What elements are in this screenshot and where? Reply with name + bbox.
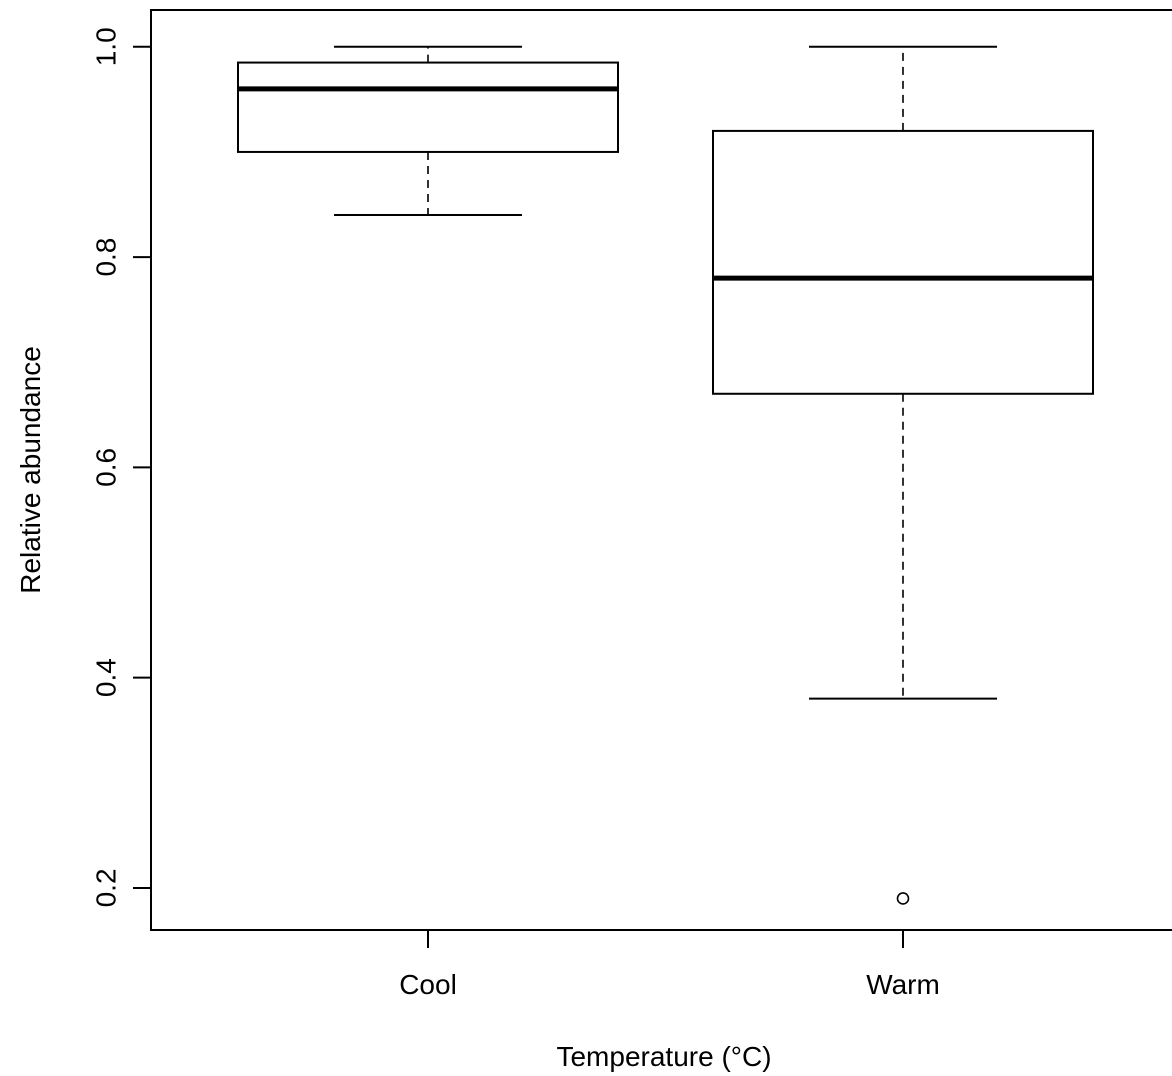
iqr-box [237,61,619,153]
boxes-layer [237,45,1094,905]
outlier-point [896,892,910,905]
y-tick-label: 0.4 [90,658,121,697]
box-warm [712,45,1094,905]
y-tick-label: 0.2 [90,868,121,907]
box-cool [237,45,619,217]
x-tick-label-cool: Cool [399,969,457,1000]
y-axis: 0.2 0.4 0.6 0.8 1.0 [90,27,152,907]
y-axis-title: Relative abundance [15,346,46,594]
y-tick-label: 1.0 [90,27,121,66]
y-tick-label: 0.6 [90,448,121,487]
x-axis-title: Temperature (°C) [556,1041,771,1072]
x-axis: Cool Warm [399,930,940,1000]
x-tick-label-warm: Warm [866,969,940,1000]
y-tick-label: 0.8 [90,238,121,277]
iqr-box [712,129,1094,395]
